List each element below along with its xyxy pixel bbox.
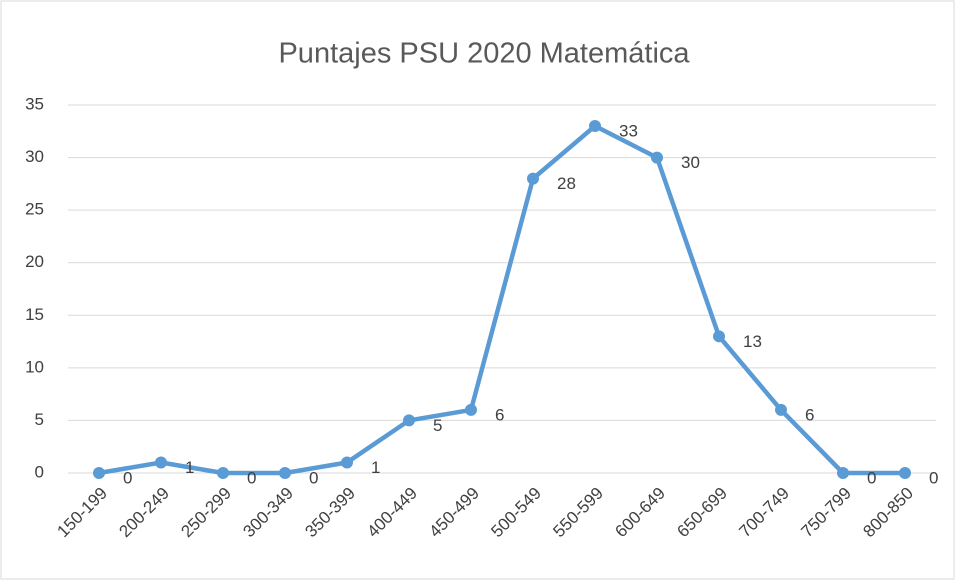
data-label: 28	[557, 174, 576, 193]
point	[527, 172, 539, 185]
data-label: 0	[123, 468, 132, 487]
line	[98, 123, 905, 476]
data-label: 0	[867, 468, 876, 487]
point	[217, 467, 229, 479]
data-label: 1	[185, 458, 194, 477]
y-tick-label: 30	[25, 147, 44, 166]
data-label: 30	[681, 153, 700, 172]
y-tick-label: 10	[25, 357, 44, 376]
data-label: 6	[805, 405, 814, 424]
point	[403, 414, 415, 427]
data-label: 0	[929, 468, 938, 487]
chart-title: Puntajes PSU 2020 Matemática	[278, 38, 690, 70]
y-tick-label: 5	[35, 410, 44, 429]
data-label: 13	[743, 332, 762, 351]
y-tick-label: 15	[25, 305, 44, 324]
data-label: 0	[309, 468, 318, 487]
point	[713, 330, 725, 343]
point	[465, 403, 477, 416]
point	[155, 456, 167, 469]
data-label: 0	[247, 468, 256, 487]
point	[651, 151, 663, 164]
point	[899, 467, 911, 479]
y-tick-label: 20	[25, 252, 44, 271]
y-tick-label: 0	[35, 462, 44, 481]
point	[93, 467, 105, 479]
data-label: 5	[433, 416, 442, 435]
point	[279, 467, 291, 479]
point	[589, 120, 601, 133]
data-label: 33	[619, 122, 638, 141]
data-label: 6	[495, 405, 504, 424]
point	[341, 456, 353, 469]
point	[837, 467, 849, 479]
data-label: 1	[371, 458, 380, 477]
y-tick-label: 35	[25, 94, 44, 113]
point	[775, 403, 787, 416]
y-tick-label: 25	[25, 200, 44, 219]
